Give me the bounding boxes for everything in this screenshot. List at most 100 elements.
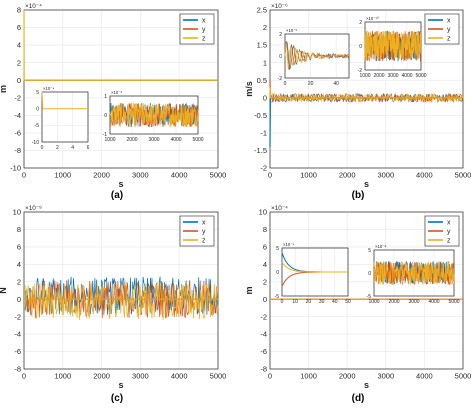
- y-tick-label: -2: [260, 164, 267, 173]
- inset-x-tick-label: 4000: [428, 299, 439, 305]
- y-tick-label: -4: [260, 330, 267, 339]
- y-tick-label: -0.5: [254, 111, 267, 120]
- inset-x-tick-label: 4000: [170, 137, 181, 143]
- inset-x-tick-label: 1000: [104, 137, 115, 143]
- chart-panel-c: 0 1000 2000 3000 4000 5000 -8 -6 -4 -2 0 2 4 6 8 10 ×10⁻…: [0, 205, 226, 404]
- y-axis-label: m: [244, 286, 254, 294]
- inset-y-tick-label: -2: [358, 68, 363, 74]
- inset-x-tick-label: 2: [56, 145, 59, 151]
- legend-label-z: z: [447, 238, 451, 245]
- x-tick-label: 2000: [339, 171, 356, 180]
- y-tick-label: -8: [14, 146, 21, 155]
- y-tick-label: 8: [17, 6, 21, 15]
- inset-x-tick-label: 3000: [408, 299, 419, 305]
- y-tick-label: 2: [263, 277, 267, 286]
- y-tick-label: 8: [17, 225, 21, 234]
- inset-x-tick-label: 6: [87, 145, 90, 151]
- y-tick-label: -2: [14, 93, 21, 102]
- y-tick-label: 0: [263, 93, 267, 102]
- inset-y-exponent-label: ×10⁻¹⁰: [366, 16, 379, 21]
- y-tick-label: 1.5: [257, 41, 267, 50]
- inset-x-tick-label: 5000: [448, 299, 459, 305]
- x-tick-label: 1000: [54, 372, 71, 381]
- x-tick-label: 2000: [93, 372, 110, 381]
- y-tick-label: 10: [259, 208, 267, 217]
- y-axis-label: N: [0, 287, 8, 294]
- inset-x-tick-label: 2000: [126, 137, 137, 143]
- y-tick-label: -4: [14, 330, 21, 339]
- inset-y-tick-label: -5: [35, 123, 40, 129]
- y-tick-label: 4: [17, 41, 21, 50]
- y-tick-label: 6: [17, 23, 21, 32]
- y-tick-label: 8: [263, 225, 267, 234]
- legend-label-y: y: [447, 229, 451, 236]
- inset-lower-left: 0 2 4 6 -10 -5 0 5 ×10⁻⁴: [32, 86, 90, 151]
- y-tick-label: 2.5: [257, 6, 267, 15]
- legend-label-z: z: [202, 36, 206, 43]
- axes-frame: [23, 9, 219, 169]
- x-tick-label: 5000: [455, 372, 472, 381]
- legend-label-z: z: [447, 36, 451, 43]
- x-tick-label: 4000: [416, 372, 433, 381]
- x-tick-label: 3000: [132, 372, 149, 381]
- inset-x-tick-label: 2000: [373, 73, 384, 79]
- inset-y-tick-label: 2: [279, 32, 282, 38]
- inset-axes-frame: [41, 91, 89, 143]
- x-tick-label: 4000: [171, 372, 188, 381]
- x-tick-label: 5000: [210, 372, 227, 381]
- legend-label-y: y: [202, 27, 206, 34]
- legend-label-z: z: [202, 238, 206, 245]
- y-exponent-label: ×10⁻⁴: [271, 205, 288, 212]
- panel-caption: (c): [111, 393, 123, 404]
- x-tick-label: 3000: [377, 372, 394, 381]
- y-tick-label: -1: [260, 129, 267, 138]
- panel-caption: (b): [352, 190, 365, 201]
- x-tick-label: 4000: [171, 171, 188, 180]
- main-series-z-line: [24, 281, 219, 321]
- chart-panel-b: 0 1000 2000 3000 4000 5000-2-1.5-1-0.500.511.…: [244, 3, 471, 201]
- x-axis-label: s: [118, 380, 123, 390]
- legend-label-y: y: [202, 229, 206, 236]
- x-tick-label: 0: [268, 171, 272, 180]
- y-tick-label: 0: [263, 295, 267, 304]
- inset-y-tick-label: 2: [359, 20, 362, 26]
- inset-x-tick-label: 0: [281, 299, 284, 305]
- inset-y-tick-label: 0: [276, 270, 279, 276]
- inset-x-tick-label: 0: [41, 145, 44, 151]
- x-tick-label: 2000: [339, 372, 356, 381]
- y-tick-label: 2: [17, 58, 21, 67]
- x-tick-label: 5000: [455, 171, 472, 180]
- x-tick-label: 1000: [300, 171, 317, 180]
- y-tick-label: 1: [263, 58, 267, 67]
- inset-y-tick-label: 0: [279, 54, 282, 60]
- x-tick-label: 1000: [54, 171, 71, 180]
- inset-y-exponent-label: ×10⁻⁸: [111, 90, 122, 95]
- inset-upper-right: 1000 2000 3000 4000 5000 -5 0 5 ×10⁻⁸: [367, 244, 460, 305]
- legend-label-x: x: [202, 18, 206, 25]
- y-exponent-label: ×10⁻⁴: [25, 3, 42, 10]
- y-tick-label: -8: [14, 365, 21, 374]
- inset-y-tick-label: 0: [368, 271, 371, 277]
- inset-y-tick-label: 5: [368, 248, 371, 254]
- inset-y-tick-label: -1: [103, 132, 108, 138]
- inset-plot-area: [42, 92, 88, 142]
- y-tick-label: 6: [263, 243, 267, 252]
- inset-upper-left: 0 20 40-202×10⁻⁶: [278, 28, 350, 87]
- y-tick-label: -10: [10, 164, 21, 173]
- inset-x-tick-label: 0: [284, 81, 287, 87]
- y-axis-label: m: [0, 85, 8, 93]
- x-tick-label: 0: [268, 372, 272, 381]
- inset-series-z-line: [373, 261, 455, 286]
- inset-x-tick-label: 5000: [415, 73, 426, 79]
- inset-series-z-line: [41, 91, 88, 110]
- inset-y-tick-label: 1: [104, 94, 107, 100]
- x-tick-label: 3000: [377, 171, 394, 180]
- x-tick-label: 0: [22, 372, 26, 381]
- x-tick-label: 3000: [132, 171, 149, 180]
- inset-y-tick-label: -5: [275, 294, 280, 300]
- inset-x-tick-label: 50: [345, 299, 351, 305]
